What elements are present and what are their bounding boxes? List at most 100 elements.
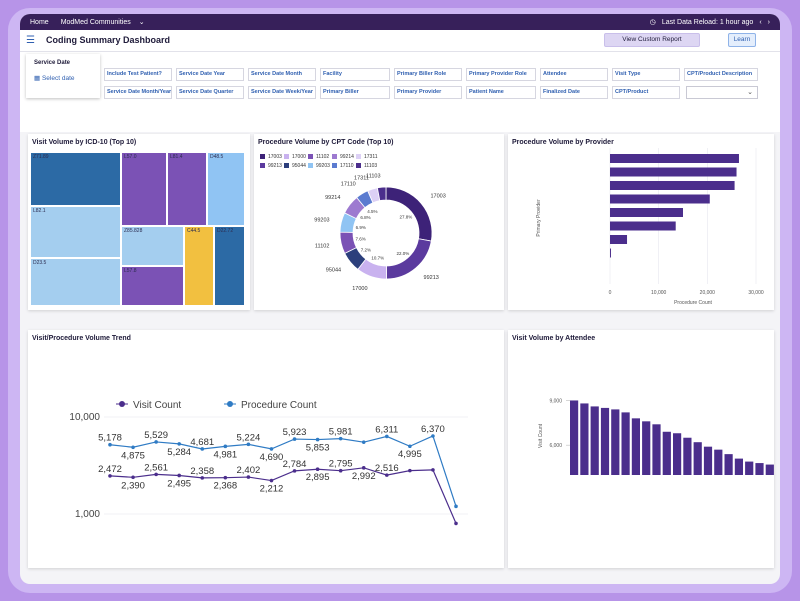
- filter-primary-provider-role[interactable]: Primary Provider Role: [466, 68, 536, 81]
- filter-attendee[interactable]: Attendee: [540, 68, 608, 81]
- filter-visit-type[interactable]: Visit Type: [612, 68, 680, 81]
- filter-service-date-week-year[interactable]: Service Date Week/Year: [248, 86, 316, 99]
- data-point: [200, 476, 205, 480]
- treemap-tile-l57-0[interactable]: L57.0: [121, 152, 167, 226]
- legend-item-11102[interactable]: 11102: [308, 154, 329, 160]
- attendee-bar: [590, 406, 599, 475]
- view-custom-report-button[interactable]: View Custom Report: [604, 33, 700, 47]
- treemap-tile-c44-5[interactable]: C44.5: [184, 226, 214, 306]
- data-label: 6,311: [375, 424, 398, 435]
- provider-bar: [610, 221, 676, 231]
- filter-service-date-month-year[interactable]: Service Date Month/Year: [104, 86, 172, 99]
- provider-bar-chart: 0 10,000 20,000 30,000 Procedure Count Primar…: [536, 148, 764, 306]
- trend-panel: Visit/Procedure Volume Trend 1,000 10,000…: [28, 330, 504, 568]
- legend-item-17110[interactable]: 17110: [332, 163, 354, 169]
- filter-service-date-year[interactable]: Service Date Year: [176, 68, 244, 81]
- legend-item-11103[interactable]: 11103: [356, 163, 377, 169]
- provider-bar: [610, 167, 737, 177]
- legend-item-99203[interactable]: 99203: [308, 163, 330, 169]
- legend-item-17003[interactable]: 17003: [260, 154, 282, 160]
- chevron-right-icon[interactable]: ›: [767, 18, 770, 26]
- treemap-tile-z85-828[interactable]: Z85.828: [121, 226, 184, 266]
- legend-label: 17311: [364, 154, 378, 160]
- legend-item-17000[interactable]: 17000: [284, 154, 306, 160]
- data-point: [108, 474, 112, 478]
- legend-swatch: [356, 163, 361, 168]
- legend-item-17311[interactable]: 17311: [356, 154, 378, 160]
- legend-item-99214[interactable]: 99214: [332, 154, 354, 160]
- legend-label: 11102: [316, 154, 330, 160]
- data-point: [338, 468, 343, 473]
- treemap-tile-d22-72[interactable]: D22.72: [214, 226, 245, 306]
- attendee-panel-title: Visit Volume by Attendee: [512, 335, 596, 342]
- nav-home-link[interactable]: Home: [30, 18, 49, 26]
- chevron-left-icon[interactable]: ‹: [759, 18, 762, 26]
- filter-service-date-quarter[interactable]: Service Date Quarter: [176, 86, 244, 99]
- attendee-bar: [683, 437, 692, 475]
- data-label: 2,495: [167, 478, 191, 489]
- filter-cpt-product-description[interactable]: CPT/Product Description: [684, 68, 758, 81]
- legend-swatch: [284, 163, 289, 168]
- data-point: [246, 442, 251, 447]
- legend-swatch: [308, 163, 313, 168]
- treemap-tile-d48-5[interactable]: D48.5: [207, 152, 245, 226]
- donut-category-label: 17110: [341, 182, 356, 188]
- nav-communities-link[interactable]: ModMed Communities: [60, 18, 131, 26]
- filter-primary-provider[interactable]: Primary Provider: [394, 86, 462, 99]
- filter-service-date-month[interactable]: Service Date Month: [248, 68, 316, 81]
- provider-bar: [610, 154, 739, 163]
- legend-item-99213[interactable]: 99213: [260, 163, 282, 169]
- donut-category-label: 17000: [352, 286, 367, 292]
- filter-facility[interactable]: Facility: [320, 68, 390, 81]
- filter-include-test-patient[interactable]: Include Test Patient?: [104, 68, 172, 81]
- learn-button[interactable]: Learn: [728, 33, 756, 47]
- treemap-tile-z71-89[interactable]: Z71.89: [30, 152, 121, 206]
- filter-dropdown[interactable]: ⌄: [686, 86, 758, 99]
- data-label: 4,690: [260, 452, 284, 463]
- select-date-link[interactable]: ▦ Select date: [34, 74, 75, 82]
- attendee-bar-chart: 9,000 6,000 Visit Count: [538, 398, 774, 475]
- treemap-tile-d23-5[interactable]: D23.5: [30, 258, 121, 306]
- donut-percent-label: 7.2%: [361, 247, 371, 252]
- data-label: 2,358: [190, 466, 214, 477]
- service-date-filter[interactable]: Service Date ▦ Select date: [26, 54, 100, 98]
- legend-label: 99214: [340, 154, 354, 160]
- donut-percent-label: 4.5%: [367, 209, 377, 214]
- data-label: 2,472: [98, 464, 122, 475]
- chevron-down-icon[interactable]: ⌄: [138, 19, 145, 26]
- legend-swatch: [332, 163, 337, 168]
- data-point: [361, 440, 366, 444]
- donut-percent-label: 27.8%: [400, 214, 413, 219]
- data-label: 2,992: [352, 471, 376, 482]
- data-label: 5,178: [98, 433, 122, 444]
- x-tick-label: 20,000: [700, 290, 716, 296]
- filter-finalized-date[interactable]: Finalized Date: [540, 86, 608, 99]
- filter-primary-biller[interactable]: Primary Biller: [320, 86, 390, 99]
- data-point: [154, 472, 158, 477]
- data-point: [292, 437, 297, 441]
- attendee-bar: [755, 463, 764, 475]
- legend-label: Visit Count: [133, 400, 181, 411]
- treemap-tile-l57-8[interactable]: L57.8: [121, 266, 184, 306]
- data-point: [269, 478, 274, 483]
- filter-primary-biller-role[interactable]: Primary Biller Role: [394, 68, 462, 81]
- x-tick-label: 0: [609, 290, 612, 296]
- data-label: 5,981: [329, 427, 353, 438]
- filter-cpt-product[interactable]: CPT/Product: [612, 86, 680, 99]
- data-point: [177, 473, 181, 478]
- treemap-tile-l82-1[interactable]: L82.1: [30, 206, 121, 258]
- legend-item-95044[interactable]: 95044: [284, 163, 306, 169]
- attendee-bar: [734, 458, 743, 475]
- data-label: 2,895: [306, 472, 330, 483]
- donut-percent-label: 7.6%: [355, 237, 365, 242]
- data-point: [385, 434, 389, 439]
- legend-label: Procedure Count: [241, 400, 317, 411]
- data-label: 2,784: [283, 459, 307, 470]
- cpt-panel-title: Procedure Volume by CPT Code (Top 10): [258, 139, 394, 146]
- top-nav-bar: Home ModMed Communities ⌄ ◷ Last Data Re…: [20, 14, 780, 30]
- filter-patient-name[interactable]: Patient Name: [466, 86, 536, 99]
- menu-icon[interactable]: ☰: [26, 35, 35, 46]
- app-screen: Home ModMed Communities ⌄ ◷ Last Data Re…: [20, 14, 780, 584]
- treemap-tile-l81-4[interactable]: L81.4: [167, 152, 207, 226]
- donut-percent-label: 10.7%: [371, 256, 384, 261]
